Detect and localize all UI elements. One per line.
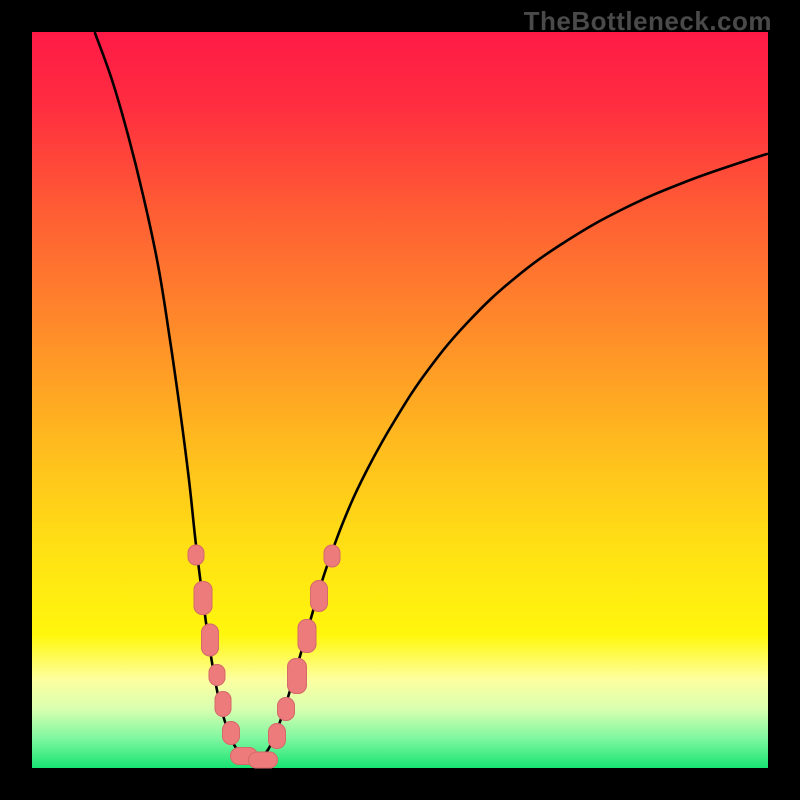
- curve-marker: [298, 619, 317, 653]
- curve-marker: [287, 658, 307, 694]
- curve-marker: [215, 691, 232, 717]
- curve-marker: [277, 697, 295, 721]
- curve-marker: [209, 664, 226, 686]
- plot-gradient-background: [32, 32, 768, 768]
- curve-marker: [201, 624, 219, 657]
- curve-marker: [324, 545, 341, 568]
- curve-marker: [248, 752, 278, 769]
- curve-marker: [222, 721, 240, 745]
- curve-marker: [194, 581, 213, 615]
- watermark-text: TheBottleneck.com: [524, 6, 772, 37]
- curve-marker: [310, 580, 328, 612]
- curve-marker: [268, 723, 286, 749]
- curve-marker: [188, 545, 205, 566]
